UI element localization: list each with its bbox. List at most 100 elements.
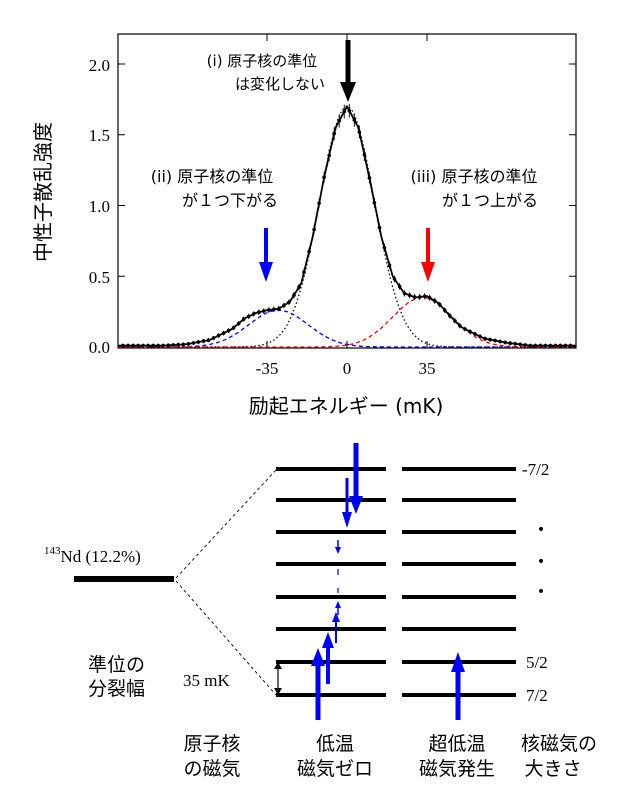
data-point: [267, 308, 271, 312]
fit-right-curve: [118, 296, 576, 348]
data-point: [402, 291, 407, 296]
data-point: [513, 342, 517, 346]
data-point: [176, 342, 181, 347]
annotation-iii-line2: が１つ上がる: [442, 191, 538, 210]
y-axis-label: 中性子散乱強度: [31, 122, 55, 262]
data-point: [387, 263, 392, 268]
data-point: [397, 284, 402, 289]
data-point: [332, 131, 337, 136]
black-down-arrow: [340, 40, 356, 102]
x-tick-label: 0: [343, 359, 352, 378]
splitting-label-line1: 準位の: [88, 654, 145, 676]
x-tick-label: -35: [256, 359, 279, 378]
dot: •: [537, 584, 545, 600]
data-point: [216, 333, 221, 338]
data-point: [407, 293, 412, 298]
data-line: [118, 104, 576, 347]
data-point: [518, 342, 523, 347]
fit-center-curve: [118, 105, 576, 348]
data-point: [196, 340, 201, 344]
data-point: [488, 337, 492, 342]
data-point: [272, 307, 276, 312]
isotope-mass-number: 143: [44, 545, 61, 557]
data-point: [468, 329, 472, 334]
splitting-value: 35 mK: [183, 671, 230, 690]
data-point: [151, 343, 155, 348]
data-point: [392, 277, 397, 281]
data-point: [231, 326, 236, 330]
data-point: [427, 296, 432, 300]
annotation-iii-line1: (iii) 原子核の準位: [411, 167, 538, 186]
data-point: [322, 175, 326, 179]
levels-column-ultra-low-temp: [402, 467, 516, 697]
data-point: [136, 343, 140, 348]
data-point: [186, 342, 191, 346]
data-point: [312, 227, 316, 232]
y-tick-label: 0.0: [89, 338, 110, 357]
data-point: [146, 343, 150, 348]
bottom-label-magnitude-1: 核磁気の: [521, 733, 597, 755]
data-point: [166, 343, 171, 348]
data-point: [523, 343, 528, 347]
dot: •: [537, 522, 545, 538]
data-point: [362, 153, 367, 157]
y-tick-label: 2.0: [89, 56, 110, 75]
level-label-5-2: 5/2: [526, 653, 548, 672]
data-point: [473, 332, 477, 336]
spectrum-chart: 0.0 0.5 1.0 1.5 2.0 -35 0 35 中性子散乱強度 励起エ…: [31, 33, 577, 418]
data-point: [181, 342, 186, 347]
bottom-label-magnitude-2: 大きさ: [524, 758, 581, 780]
data-point: [433, 299, 437, 303]
x-axis-label: 励起エネルギー (mK): [249, 394, 444, 418]
data-point: [262, 309, 266, 313]
data-point: [377, 225, 382, 230]
data-point: [302, 270, 306, 274]
data-point: [478, 334, 482, 339]
data-point: [156, 343, 160, 348]
data-point: [171, 343, 176, 347]
data-point: [443, 308, 447, 313]
data-point: [438, 302, 442, 307]
bottom-label-nuclear-magnetism-1: 原子核: [183, 733, 240, 755]
fit-curves: [118, 105, 576, 348]
bottom-label-low-temp-2: 磁気ゼロ: [297, 758, 373, 780]
data-point: [297, 285, 301, 289]
blue-down-arrow: [259, 228, 273, 282]
data-point: [241, 317, 246, 321]
data-point: [246, 314, 251, 319]
annotation-ii-line1: (ii) 原子核の準位: [151, 167, 273, 186]
data-point: [287, 300, 291, 305]
data-point: [342, 109, 347, 114]
bottom-label-nuclear-magnetism-2: の磁気: [183, 758, 240, 780]
data-point: [382, 245, 387, 250]
annotation-i-line2: は変化しない: [235, 75, 325, 93]
levels-column-low-temp: [276, 467, 386, 697]
data-series: [118, 103, 576, 348]
data-point: [498, 339, 502, 344]
data-point: [483, 336, 487, 341]
dot: •: [537, 554, 545, 570]
data-point: [277, 306, 281, 311]
energy-level-diagram: 143Nd (12.2%) -7/2 • •: [44, 443, 597, 780]
data-point: [327, 153, 332, 158]
splitting-double-arrow: [274, 662, 282, 695]
data-point: [352, 118, 357, 122]
red-down-arrow: [421, 228, 435, 282]
population-arrow-ultra-low-temp: [451, 652, 465, 720]
bottom-label-ultra-low-1: 超低温: [428, 733, 485, 755]
y-tick-label: 1.0: [89, 197, 110, 216]
data-point: [201, 339, 206, 343]
data-point: [292, 293, 296, 297]
data-point: [121, 343, 125, 348]
data-point: [347, 108, 352, 113]
splitting-label-line2: 分裂幅: [88, 678, 145, 700]
fit-left-curve: [118, 309, 576, 348]
bottom-label-ultra-low-2: 磁気発生: [419, 758, 495, 780]
data-point: [307, 249, 311, 254]
bottom-label-low-temp-1: 低温: [316, 733, 354, 755]
annotation-ii-line2: が１つ下がる: [182, 191, 278, 210]
data-point: [206, 338, 211, 343]
isotope-label: 143Nd (12.2%): [44, 545, 141, 566]
data-point: [543, 343, 548, 348]
